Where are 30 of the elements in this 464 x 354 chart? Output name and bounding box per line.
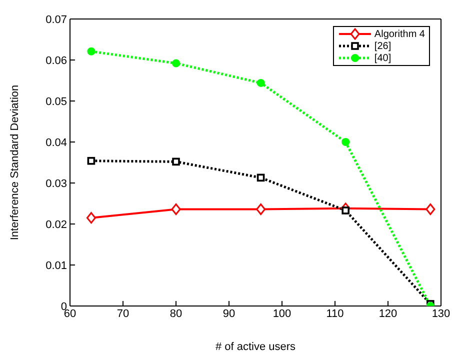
point — [256, 174, 265, 182]
x-tick-label: 80 — [170, 308, 182, 320]
y-tick-label: 0.06 — [46, 54, 67, 67]
legend-label: [40] — [374, 52, 392, 64]
x-tick-label: 90 — [222, 308, 236, 320]
y-axis-title: Interference Standard Deviation — [8, 84, 21, 240]
x-axis-title: # of active users — [215, 341, 296, 353]
x-tick-label: 110 — [326, 308, 344, 320]
point — [171, 203, 181, 215]
legend-label: [26] — [374, 40, 392, 52]
y-tick-label: 0.07 — [46, 14, 67, 26]
y-tick-label: 0.01 — [46, 260, 67, 272]
point — [86, 212, 96, 224]
point — [172, 158, 180, 166]
point — [256, 203, 266, 215]
point — [256, 78, 265, 87]
legend-label: Algorithm 4 — [374, 28, 425, 40]
y-tick-label: 0.02 — [46, 218, 67, 231]
x-tick-label: 70 — [116, 308, 130, 320]
point — [172, 59, 180, 68]
point — [87, 156, 96, 165]
x-tick-label: 130 — [432, 308, 450, 320]
y-tick-label: 0.05 — [46, 96, 67, 108]
point — [426, 203, 436, 215]
point — [342, 138, 350, 146]
y-tick-label: 0.03 — [46, 178, 67, 190]
x-tick-label: 100 — [272, 308, 292, 320]
x-tick-label: 120 — [378, 308, 398, 320]
y-tick-label: 0.04 — [46, 136, 67, 149]
point — [87, 47, 96, 56]
